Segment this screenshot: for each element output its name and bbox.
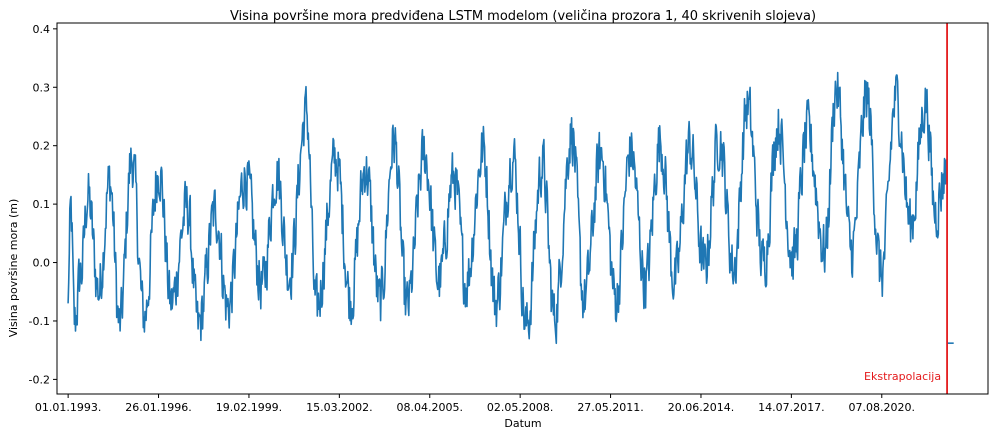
y-tick-label: 0.0	[33, 257, 51, 270]
chart-title: Visina površine mora predviđena LSTM mod…	[230, 9, 816, 24]
y-tick-label: 0.3	[33, 81, 51, 94]
y-tick-label: -0.2	[29, 373, 50, 386]
axes: 01.01.1993. 26.01.1996. 19.02.1999. 15.03.2…	[29, 23, 915, 414]
x-tick-label: 02.05.2008.	[487, 401, 553, 414]
plot-area: Ekstrapolacija	[67, 23, 954, 394]
series-line	[67, 71, 947, 345]
x-tick-label: 01.01.1993.	[35, 401, 101, 414]
x-tick-label: 14.07.2017.	[758, 401, 824, 414]
y-axis-label: Visina površine mora (m)	[7, 199, 20, 338]
x-tick-label: 07.08.2020.	[849, 401, 915, 414]
x-tick-label: 08.04.2005.	[397, 401, 463, 414]
y-tick-label: 0.1	[33, 198, 51, 211]
x-tick-label: 19.02.1999.	[216, 401, 282, 414]
plot-frame	[56, 22, 989, 395]
x-axis-label: Datum	[504, 417, 541, 430]
x-tick-label: 15.03.2002.	[306, 401, 372, 414]
y-tick-label: 0.2	[33, 140, 51, 153]
x-tick-label: 26.01.1996.	[125, 401, 191, 414]
extrapolation-label: Ekstrapolacija	[864, 370, 941, 383]
y-tick-label: 0.4	[33, 23, 51, 36]
y-tick-label: -0.1	[29, 315, 50, 328]
x-tick-label: 20.06.2014.	[668, 401, 734, 414]
x-tick-label: 27.05.2011.	[577, 401, 643, 414]
